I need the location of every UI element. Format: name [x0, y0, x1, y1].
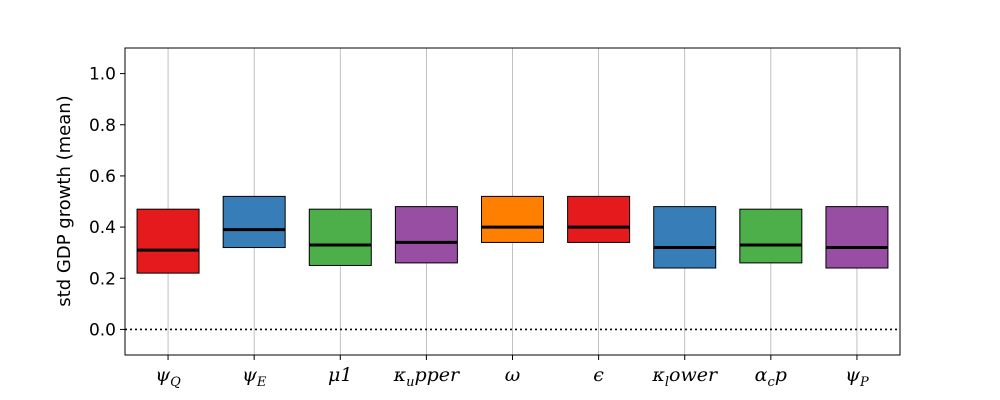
x-tick-label: μ1	[328, 364, 352, 386]
box-3	[308, 208, 372, 266]
y-tick-label: 0.2	[89, 269, 116, 289]
y-tick-label: 0.8	[89, 116, 116, 136]
box-2	[222, 195, 286, 249]
x-tick-label: κupper	[393, 364, 461, 390]
x-tick-label: ψP	[845, 364, 869, 390]
y-tick-label: 0.0	[89, 320, 116, 340]
y-tick-label: 0.4	[89, 218, 116, 238]
box-7	[653, 206, 717, 269]
y-tick-label: 1.0	[89, 65, 116, 85]
box-8	[739, 208, 803, 264]
box-4	[394, 206, 458, 264]
y-axis-label: std GDP growth (mean)	[54, 95, 75, 306]
box-layer	[136, 195, 889, 274]
box-1	[136, 208, 200, 274]
y-axis: 0.0 0.2 0.4 0.6 0.8 1.0	[89, 65, 125, 340]
x-tick-label: ϵ	[593, 364, 604, 386]
y-tick-label: 0.6	[89, 167, 116, 187]
x-tick-label: κlower	[651, 364, 719, 390]
x-tick-label: αcp	[755, 364, 787, 390]
x-axis: ψQ ψE μ1 κupper ω ϵ κlower αcp ψP	[155, 355, 869, 390]
box-5	[481, 195, 544, 243]
x-tick-label: ψE	[242, 364, 267, 390]
x-tick-label: ω	[505, 364, 521, 386]
x-tick-label: ψQ	[155, 364, 181, 390]
box-6	[567, 195, 631, 243]
box-9	[825, 206, 889, 269]
